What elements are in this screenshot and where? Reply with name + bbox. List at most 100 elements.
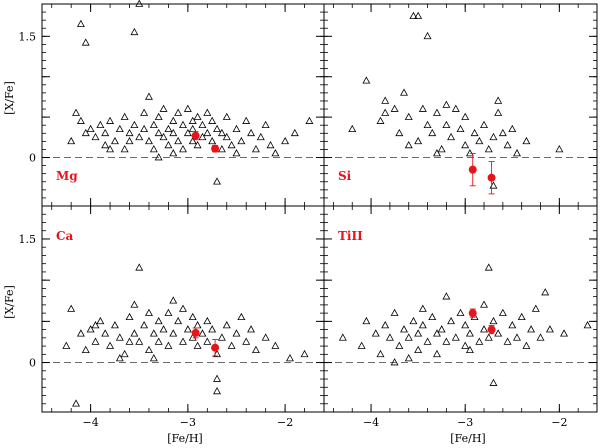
star-triangle-point — [395, 128, 404, 137]
star-triangle-point — [395, 341, 404, 349]
star-triangle-point — [135, 132, 144, 141]
star-triangle-point — [193, 341, 202, 349]
star-triangle-point — [475, 136, 484, 145]
star-triangle-point — [120, 112, 129, 120]
star-triangle-point — [489, 378, 498, 386]
star-triangle-point — [442, 120, 451, 128]
star-triangle-point — [183, 325, 192, 333]
star-triangle-point — [583, 321, 592, 329]
star-triangle-point — [281, 136, 290, 145]
star-triangle-point — [461, 140, 470, 149]
star-triangle-point — [237, 312, 246, 321]
star-triangle-point — [400, 325, 408, 333]
star-triangle-point — [489, 132, 498, 141]
star-triangle-point — [164, 124, 173, 133]
star-triangle-point — [432, 349, 441, 358]
star-triangle-point — [159, 325, 168, 333]
star-triangle-point — [72, 399, 81, 407]
star-triangle-point — [338, 333, 347, 341]
star-triangle-point — [86, 124, 95, 133]
star-triangle-point — [115, 354, 124, 362]
star-triangle-point — [357, 341, 366, 349]
star-triangle-point — [461, 321, 470, 329]
x-tick-label: −3 — [457, 416, 473, 429]
program-star-point — [191, 131, 200, 140]
star-triangle-point — [494, 329, 503, 337]
program-star-point — [468, 309, 477, 318]
star-triangle-point — [62, 341, 71, 349]
star-triangle-point — [285, 354, 294, 362]
star-triangle-point — [144, 308, 153, 316]
star-triangle-point — [222, 321, 231, 329]
program-star-point — [211, 343, 220, 352]
star-triangle-point — [183, 128, 192, 137]
star-triangle-point — [531, 304, 540, 312]
star-triangle-point — [227, 341, 236, 349]
star-triangle-point — [261, 333, 270, 341]
star-triangle-point — [106, 145, 115, 153]
panel-si: Si — [323, 3, 598, 207]
star-triangle-point — [409, 11, 418, 19]
program-star-point — [211, 144, 220, 153]
star-triangle-point — [169, 149, 178, 157]
star-triangle-point — [76, 19, 85, 28]
panel-frame — [323, 205, 598, 413]
panel-ca: −4 −3 −2 0 1.5 Ca — [19, 205, 325, 429]
star-triangle-point — [503, 140, 512, 149]
star-triangle-point — [390, 358, 399, 366]
star-triangle-point — [140, 108, 149, 116]
y-tick-label: 1.5 — [19, 30, 37, 43]
star-triangle-point — [527, 325, 536, 333]
star-triangle-point — [81, 128, 90, 137]
star-triangle-point — [461, 341, 470, 349]
star-triangle-point — [96, 120, 105, 128]
star-triangle-point — [385, 333, 394, 341]
star-triangle-point — [174, 316, 183, 325]
star-triangle-point — [203, 316, 212, 325]
star-triangle-point — [169, 329, 178, 337]
star-triangle-point — [110, 136, 119, 145]
star-triangle-point — [418, 104, 427, 112]
star-triangle-point — [144, 92, 153, 100]
star-triangle-point — [376, 349, 385, 358]
star-triangle-point — [203, 337, 212, 345]
star-triangle-point — [390, 104, 399, 112]
star-triangle-point — [91, 132, 100, 141]
y-axis-label-top: [X/Fe] — [3, 81, 16, 115]
star-triangle-point — [256, 132, 265, 141]
star-triangle-point — [154, 112, 163, 120]
star-triangle-point — [404, 354, 413, 362]
star-triangle-point — [203, 108, 212, 116]
star-triangle-point — [154, 153, 163, 161]
star-triangle-point — [115, 333, 124, 341]
star-triangle-point — [183, 104, 192, 112]
star-triangle-point — [188, 333, 197, 341]
program-star-point — [487, 325, 496, 334]
star-triangle-point — [418, 321, 427, 329]
star-triangle-point — [179, 337, 187, 345]
star-triangle-point — [409, 316, 418, 325]
star-triangle-point — [144, 345, 153, 354]
star-triangle-point — [545, 325, 554, 333]
star-triangle-point — [456, 124, 465, 133]
star-triangle-point — [414, 345, 423, 354]
star-triangle-point — [418, 304, 427, 312]
star-triangle-point — [208, 136, 217, 145]
star-triangle-point — [203, 128, 212, 137]
star-triangle-point — [261, 120, 270, 128]
x-tick-label: −2 — [551, 416, 567, 429]
star-triangle-point — [213, 374, 222, 382]
star-triangle-point — [480, 300, 489, 308]
star-triangle-point — [179, 145, 187, 153]
star-triangle-point — [135, 337, 144, 345]
star-triangle-point — [149, 145, 158, 153]
star-triangle-point — [242, 116, 251, 124]
star-triangle-point — [376, 116, 385, 124]
star-triangle-point — [86, 325, 95, 333]
star-triangle-point — [125, 136, 134, 145]
star-triangle-point — [149, 329, 158, 337]
star-triangle-point — [76, 329, 85, 337]
star-triangle-point — [198, 132, 207, 141]
star-triangle-point — [266, 140, 275, 149]
star-triangle-point — [555, 145, 564, 153]
